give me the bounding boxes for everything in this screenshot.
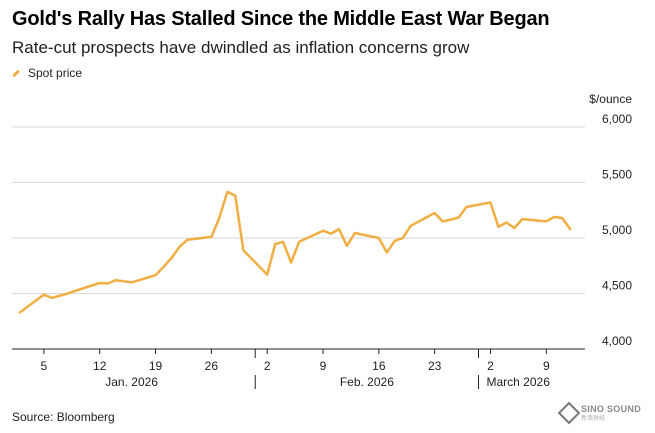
x-tick-label-33: 2 <box>264 359 271 373</box>
x-tick-label-26: 26 <box>205 359 219 373</box>
y-tick-label-4500: 4,500 <box>602 279 632 293</box>
source-note: Source: Bloomberg <box>12 410 115 424</box>
chart-title: Gold's Rally Has Stalled Since the Middl… <box>12 8 550 30</box>
data-layer <box>18 190 572 314</box>
month-label-1: Feb. 2026 <box>340 375 394 389</box>
x-tick-label-5: 5 <box>41 359 48 373</box>
x-tick-label-61: 2 <box>487 359 494 373</box>
x-tick-label-68: 9 <box>543 359 550 373</box>
legend-label-spot-price: Spot price <box>28 66 83 80</box>
x-tick-label-19: 19 <box>149 359 163 373</box>
watermark-subtitle: 新浪财经 <box>581 415 606 422</box>
x-tick-label-54: 23 <box>428 359 442 373</box>
chart-subtitle: Rate-cut prospects have dwindled as infl… <box>12 38 470 57</box>
y-tick-label-6000: 6,000 <box>602 112 632 126</box>
x-tick-label-12: 12 <box>93 359 107 373</box>
watermark-title: SINO SOUND <box>581 403 642 414</box>
month-label-0: Jan. 2026 <box>105 375 158 389</box>
x-tick-label-47: 16 <box>372 359 386 373</box>
month-label-2: March 2026 <box>487 375 551 389</box>
grid-layer <box>12 126 585 294</box>
axis-layer: $/ounce 4,000 4,500 5,000 5,500 6,000 5 12 19 26 2… <box>12 92 632 389</box>
x-tick-label-40: 9 <box>320 359 327 373</box>
y-tick-label-5500: 5,500 <box>602 168 632 182</box>
watermark: SINO SOUND 新浪财经 <box>557 398 649 428</box>
y-tick-label-5000: 5,000 <box>602 223 632 237</box>
watermark-logo-icon <box>557 401 581 425</box>
y-tick-label-4000: 4,000 <box>602 334 632 348</box>
legend: Spot price <box>12 66 82 80</box>
series-line-spot-price <box>18 190 572 314</box>
y-axis-unit-label: $/ounce <box>589 92 632 106</box>
